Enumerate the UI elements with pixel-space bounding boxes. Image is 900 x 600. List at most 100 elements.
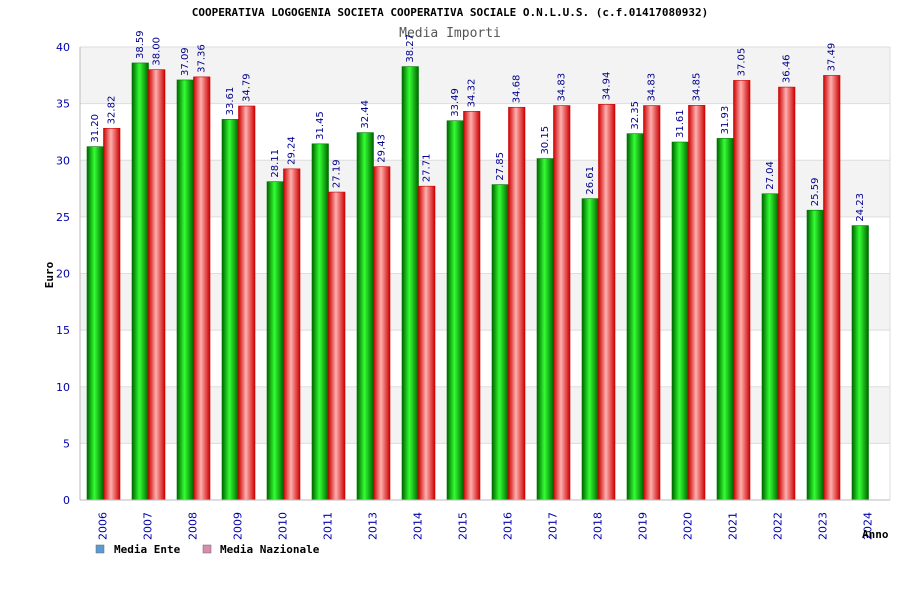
x-axis-ticks: 2006 2007 2008 2009 2010 2011 2013 2014 2015 2016… bbox=[97, 512, 875, 540]
data-label: 37.49 bbox=[827, 43, 838, 72]
bar-nazionale bbox=[148, 69, 166, 501]
bar-nazionale bbox=[598, 104, 616, 501]
data-label: 38.27 bbox=[405, 34, 416, 63]
data-label: 27.19 bbox=[332, 159, 343, 188]
legend-swatch-ente bbox=[95, 544, 105, 554]
bar-nazionale bbox=[733, 80, 751, 501]
bar-ente bbox=[401, 66, 419, 501]
y-tick-label: 35 bbox=[56, 98, 70, 111]
data-label: 24.23 bbox=[855, 193, 866, 222]
bar-nazionale bbox=[688, 105, 706, 501]
bar-nazionale bbox=[553, 105, 571, 501]
chart-title: COOPERATIVA LOGOGENIA SOCIETA COOPERATIV… bbox=[192, 6, 709, 19]
data-label: 31.93 bbox=[720, 106, 731, 135]
x-axis-label: Anno bbox=[862, 528, 889, 541]
data-label: 31.61 bbox=[675, 109, 686, 138]
x-tick-label: 2023 bbox=[817, 512, 830, 540]
bar-ente bbox=[86, 146, 104, 501]
data-label: 34.94 bbox=[602, 72, 613, 101]
data-label: 36.46 bbox=[782, 54, 793, 83]
x-tick-label: 2011 bbox=[322, 512, 335, 540]
data-label: 32.82 bbox=[107, 96, 118, 125]
data-label: 25.59 bbox=[810, 178, 821, 207]
data-label: 27.04 bbox=[765, 161, 776, 190]
bar-ente bbox=[356, 132, 374, 501]
bar-ente bbox=[851, 225, 869, 501]
y-axis-ticks: 0 5 10 15 20 25 30 35 40 bbox=[56, 41, 70, 507]
bar-nazionale bbox=[238, 105, 256, 501]
grid-band bbox=[80, 330, 890, 387]
legend-swatch-nazionale bbox=[202, 544, 212, 554]
data-label: 37.09 bbox=[180, 47, 191, 76]
data-label: 34.85 bbox=[692, 73, 703, 102]
y-tick-label: 30 bbox=[56, 154, 70, 167]
data-label: 37.36 bbox=[197, 44, 208, 73]
data-label: 37.05 bbox=[737, 48, 748, 77]
data-label: 31.20 bbox=[90, 114, 101, 143]
bar-nazionale bbox=[328, 191, 346, 501]
bar-ente bbox=[266, 181, 284, 501]
y-tick-label: 5 bbox=[63, 437, 70, 450]
data-label: 28.11 bbox=[270, 149, 281, 178]
bar-nazionale bbox=[778, 86, 796, 501]
x-tick-label: 2020 bbox=[682, 512, 695, 540]
data-label: 34.68 bbox=[512, 75, 523, 104]
bar-ente bbox=[581, 198, 599, 501]
legend-label-ente: Media Ente bbox=[114, 543, 181, 556]
data-label: 26.61 bbox=[585, 166, 596, 195]
bar-ente bbox=[671, 141, 689, 501]
bar-ente bbox=[536, 158, 554, 501]
grid-band bbox=[80, 443, 890, 500]
data-label: 32.35 bbox=[630, 101, 641, 130]
data-label: 32.44 bbox=[360, 100, 371, 129]
bars: 31.20 32.82 38.59 38.00 37.09 37.36 33.61 34.79… bbox=[86, 30, 869, 501]
x-tick-label: 2009 bbox=[232, 512, 245, 540]
bar-nazionale bbox=[508, 106, 526, 501]
bar-ente bbox=[131, 62, 149, 501]
bar-nazionale bbox=[193, 76, 211, 501]
x-tick-label: 2021 bbox=[727, 512, 740, 540]
x-tick-label: 2014 bbox=[412, 512, 425, 540]
x-tick-label: 2013 bbox=[367, 512, 380, 540]
bar-nazionale bbox=[643, 105, 661, 501]
bar-ente bbox=[446, 120, 464, 501]
bar-ente bbox=[176, 79, 194, 501]
data-label: 34.79 bbox=[242, 73, 253, 102]
x-tick-label: 2024 bbox=[862, 512, 875, 540]
legend-label-nazionale: Media Nazionale bbox=[220, 543, 320, 556]
bar-ente bbox=[806, 209, 824, 501]
bar-ente bbox=[491, 184, 509, 501]
data-label: 38.00 bbox=[152, 37, 163, 66]
grid-band bbox=[80, 273, 890, 331]
bar-ente bbox=[626, 133, 644, 501]
data-label: 34.83 bbox=[557, 73, 568, 102]
data-label: 29.43 bbox=[377, 134, 388, 163]
bar-nazionale bbox=[103, 128, 121, 501]
grid-band bbox=[80, 160, 890, 217]
chart-subtitle: Media Importi bbox=[399, 26, 501, 41]
y-tick-label: 15 bbox=[56, 324, 70, 337]
grid-band bbox=[80, 103, 890, 161]
bar-nazionale bbox=[373, 166, 391, 501]
y-tick-label: 25 bbox=[56, 211, 70, 224]
x-tick-label: 2010 bbox=[277, 512, 290, 540]
data-label: 34.83 bbox=[647, 73, 658, 102]
bar-ente bbox=[761, 193, 779, 501]
grid-band bbox=[80, 386, 890, 444]
x-tick-label: 2008 bbox=[187, 512, 200, 540]
bar-nazionale bbox=[418, 185, 436, 501]
data-label: 33.49 bbox=[450, 88, 461, 117]
y-tick-label: 20 bbox=[56, 268, 70, 281]
grid-bands bbox=[80, 47, 890, 500]
x-tick-label: 2018 bbox=[592, 512, 605, 540]
y-tick-label: 10 bbox=[56, 381, 70, 394]
data-label: 34.32 bbox=[467, 79, 478, 108]
bar-nazionale bbox=[823, 75, 841, 501]
data-label: 38.59 bbox=[135, 30, 146, 59]
legend: Media Ente Media Nazionale bbox=[95, 543, 320, 556]
x-tick-label: 2017 bbox=[547, 512, 560, 540]
x-tick-label: 2016 bbox=[502, 512, 515, 540]
y-tick-label: 0 bbox=[63, 494, 70, 507]
grid-band bbox=[80, 47, 890, 104]
